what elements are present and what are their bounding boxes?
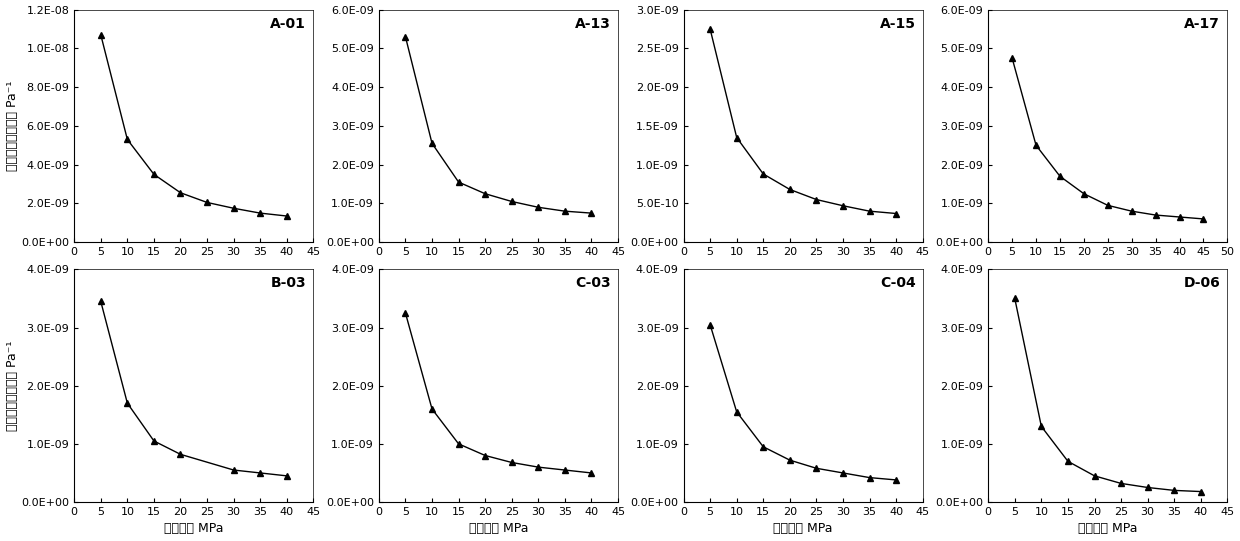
X-axis label: 有效应力 MPa: 有效应力 MPa	[469, 523, 528, 536]
Text: D-06: D-06	[1183, 276, 1220, 291]
Text: C-04: C-04	[880, 276, 915, 291]
Text: A-01: A-01	[270, 17, 306, 30]
X-axis label: 有效应力 MPa: 有效应力 MPa	[1078, 523, 1137, 536]
Text: A-15: A-15	[879, 17, 915, 30]
Y-axis label: 岩石地层压实系数 Pa⁻¹: 岩石地层压实系数 Pa⁻¹	[5, 340, 19, 431]
Text: A-13: A-13	[575, 17, 611, 30]
X-axis label: 有效应力 MPa: 有效应力 MPa	[164, 523, 223, 536]
Text: C-03: C-03	[575, 276, 611, 291]
Text: B-03: B-03	[270, 276, 306, 291]
Y-axis label: 岩石地层压实系数 Pa⁻¹: 岩石地层压实系数 Pa⁻¹	[5, 81, 19, 171]
X-axis label: 有效应力 MPa: 有效应力 MPa	[774, 523, 833, 536]
Text: A-17: A-17	[1184, 17, 1220, 30]
